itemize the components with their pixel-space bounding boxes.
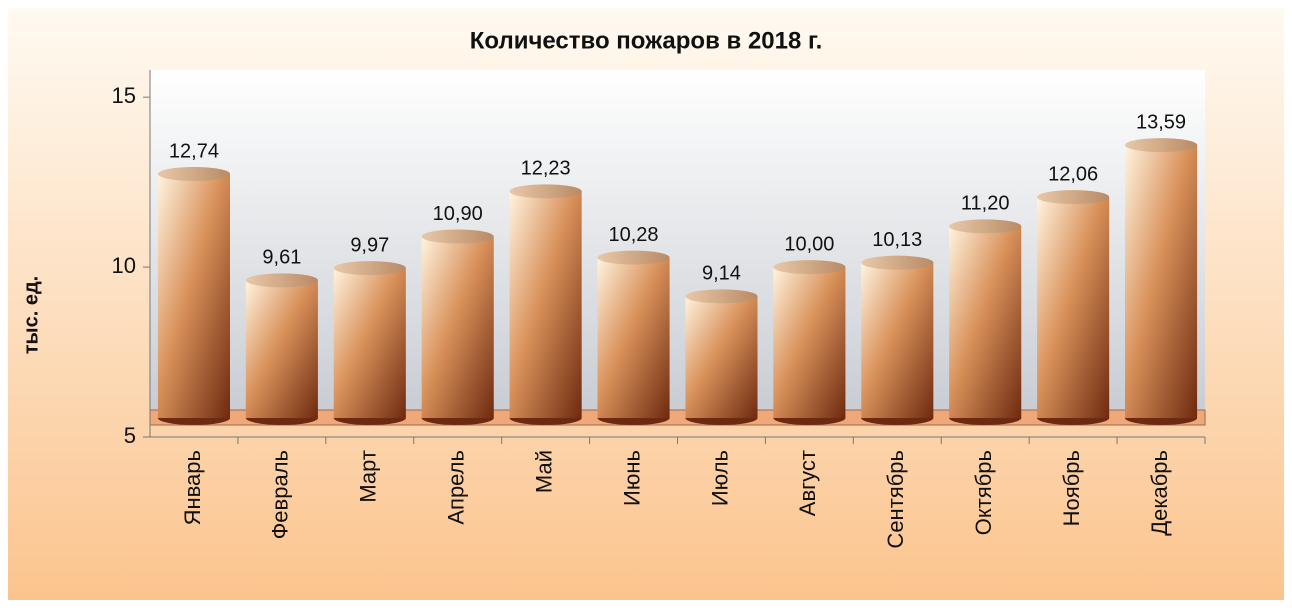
y-tick-label: 5	[124, 423, 136, 448]
value-label: 10,90	[433, 203, 483, 225]
value-label: 11,20	[961, 193, 1010, 215]
value-label: 10,00	[784, 233, 834, 255]
value-label: 12,23	[521, 158, 571, 180]
x-tick-label: Март	[356, 450, 381, 503]
value-label: 9,97	[350, 234, 389, 256]
cylinder-top	[333, 261, 406, 276]
x-tick-label: Ноябрь	[1059, 450, 1084, 526]
cylinder-top	[1124, 138, 1198, 153]
x-tick-label: Октябрь	[971, 450, 996, 535]
value-label: 12,06	[1048, 163, 1098, 185]
bar	[597, 257, 670, 418]
bar	[1124, 145, 1198, 419]
cylinder-top	[773, 260, 846, 275]
x-tick-label: Июль	[707, 450, 732, 506]
bar	[1037, 197, 1110, 418]
x-tick-label: Август	[795, 450, 820, 516]
bar	[157, 173, 231, 418]
x-tick-label: Февраль	[268, 450, 293, 539]
cylinder-top	[157, 166, 231, 181]
value-label: 12,74	[169, 140, 219, 162]
value-label: 10,13	[872, 229, 922, 251]
bar	[421, 236, 494, 418]
cylinder-top	[861, 255, 934, 270]
x-tick-label: Сентябрь	[883, 450, 908, 549]
cylinder-top	[245, 273, 318, 288]
bar	[773, 267, 846, 418]
x-tick-label: Май	[531, 450, 556, 493]
bar	[861, 262, 934, 418]
cylinder-top	[685, 289, 758, 304]
bar	[245, 280, 318, 418]
y-tick-label: 15	[112, 83, 136, 108]
plot-wall	[150, 70, 1205, 410]
x-tick-label: Январь	[180, 450, 205, 525]
cylinder-top	[509, 184, 582, 199]
bar	[685, 296, 758, 418]
bar	[333, 268, 406, 418]
cylinder-top	[597, 250, 670, 265]
value-label: 9,14	[702, 263, 741, 285]
x-tick-label: Декабрь	[1147, 450, 1172, 536]
cylinder-top	[1037, 190, 1110, 205]
cylinder-top	[949, 219, 1022, 234]
value-label: 13,59	[1136, 111, 1186, 133]
y-axis-label: тыс. ед.	[20, 276, 42, 355]
chart-title: Количество пожаров в 2018 г.	[470, 27, 823, 54]
cylinder-top	[421, 229, 494, 244]
value-label: 10,28	[609, 224, 659, 246]
y-tick-label: 10	[112, 253, 136, 278]
bar	[509, 191, 582, 418]
x-tick-label: Апрель	[444, 450, 469, 525]
value-label: 9,61	[262, 247, 301, 269]
bar	[949, 226, 1022, 418]
x-tick-label: Июнь	[619, 450, 644, 506]
